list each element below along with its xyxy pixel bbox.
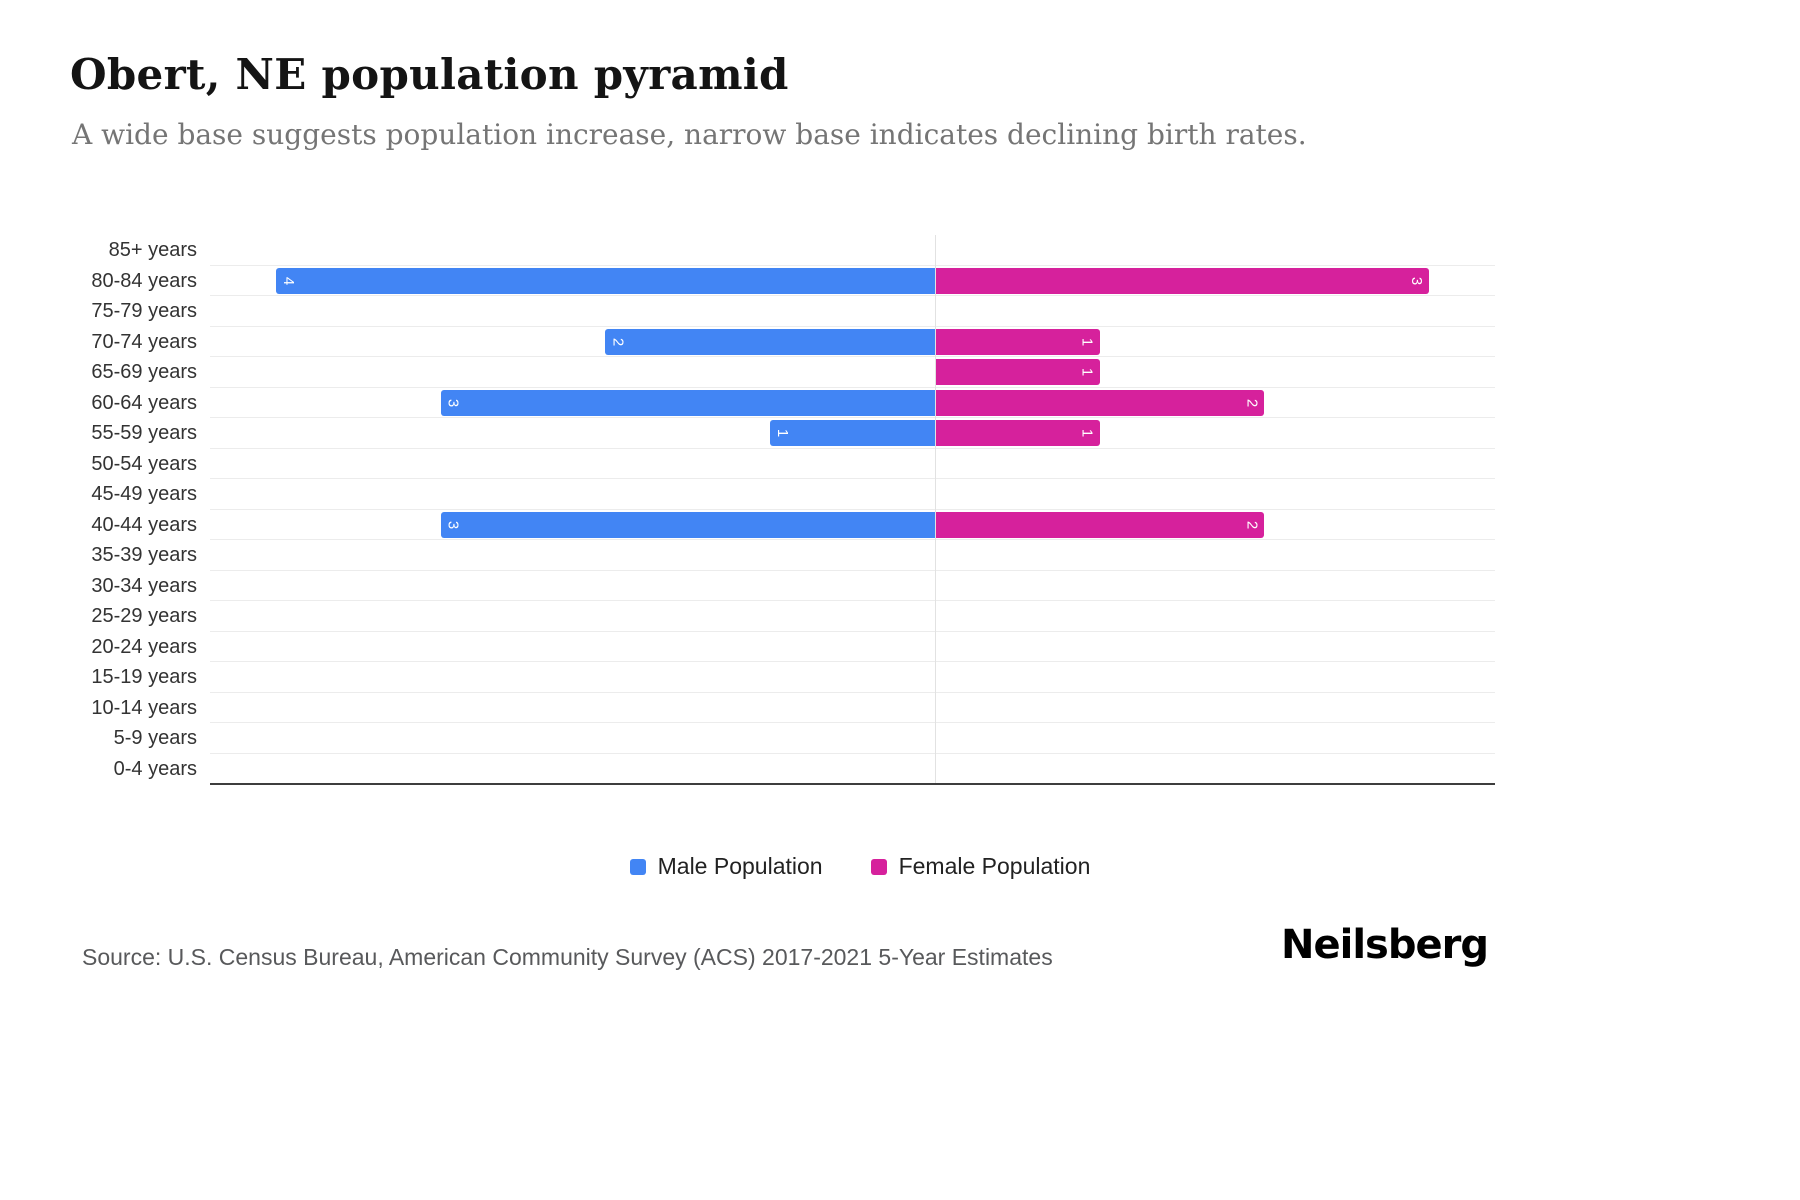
chart-row: 70-74 years 2 1 <box>70 327 1495 357</box>
chart-row: 60-64 years 3 2 <box>70 388 1495 418</box>
row-plot <box>210 754 1495 784</box>
bar-value-label: 3 <box>1408 276 1426 285</box>
y-axis-label: 55-59 years <box>91 422 197 444</box>
row-plot <box>210 540 1495 571</box>
y-axis-label: 15-19 years <box>91 666 197 688</box>
chart-row: 80-84 years 4 3 <box>70 266 1495 296</box>
male-population-bar[interactable]: 3 <box>440 511 935 538</box>
chart-row: 50-54 years <box>70 449 1495 479</box>
female-population-bar[interactable]: 1 <box>934 328 1100 355</box>
row-plot <box>210 571 1495 601</box>
row-plot <box>210 662 1495 693</box>
brand-logo: Neilsberg <box>1281 922 1489 968</box>
female-population-bar[interactable]: 2 <box>934 511 1265 538</box>
y-axis-label: 25-29 years <box>91 605 197 627</box>
female-population-bar[interactable]: 1 <box>934 420 1100 446</box>
y-axis-label: 0-4 years <box>113 757 197 780</box>
bar-value-label: 3 <box>444 398 462 407</box>
male-population-bar[interactable]: 2 <box>605 328 935 355</box>
chart-row: 5-9 years <box>70 723 1495 754</box>
y-axis-label: 40-44 years <box>91 513 197 536</box>
page-title: Obert, NE population pyramid <box>70 50 789 99</box>
chart-row: 75-79 years <box>70 296 1495 327</box>
female-series-swatch-icon <box>870 858 887 875</box>
bar-value-label: 1 <box>1078 367 1096 377</box>
row-plot <box>210 449 1495 479</box>
male-population-bar[interactable]: 1 <box>770 420 935 446</box>
row-plot <box>210 601 1495 632</box>
legend-item-female[interactable]: Female Population <box>870 853 1091 880</box>
male-legend-label: Male Population <box>657 853 823 879</box>
bar-value-label: 2 <box>1243 520 1261 529</box>
chart-row: 25-29 years <box>70 601 1495 632</box>
page-subtitle: A wide base suggests population increase… <box>72 118 1307 151</box>
female-population-bar[interactable]: 1 <box>934 359 1100 385</box>
y-axis-label: 45-49 years <box>91 483 197 505</box>
source-attribution: Source: U.S. Census Bureau, American Com… <box>82 944 1053 970</box>
bar-value-label: 4 <box>279 276 297 285</box>
chart-row: 30-34 years <box>70 571 1495 601</box>
chart-row: 55-59 years 1 1 <box>70 418 1495 449</box>
chart-row: 45-49 years <box>70 479 1495 510</box>
bar-value-label: 1 <box>1078 337 1096 346</box>
row-plot: 1 <box>210 357 1495 388</box>
y-axis-label: 35-39 years <box>91 544 197 566</box>
male-population-bar[interactable]: 4 <box>275 267 935 294</box>
y-axis-label: 75-79 years <box>91 300 197 322</box>
chart-row: 65-69 years 1 <box>70 357 1495 388</box>
bar-value-label: 1 <box>1078 428 1096 438</box>
chart-row: 20-24 years <box>70 632 1495 662</box>
row-plot <box>210 693 1495 723</box>
row-plot <box>210 723 1495 754</box>
y-axis-label: 5-9 years <box>113 727 197 749</box>
legend-item-male[interactable]: Male Population <box>629 853 823 880</box>
y-axis-label: 60-64 years <box>91 391 197 414</box>
male-series-swatch-icon <box>629 858 646 875</box>
chart-row: 10-14 years <box>70 693 1495 723</box>
y-axis-label: 10-14 years <box>91 696 197 719</box>
row-plot <box>210 296 1495 327</box>
chart-row: 15-19 years <box>70 662 1495 693</box>
y-axis-label: 80-84 years <box>91 269 197 292</box>
female-legend-label: Female Population <box>898 853 1091 879</box>
row-plot <box>210 235 1495 266</box>
y-axis-label: 85+ years <box>108 239 197 261</box>
chart-row: 0-4 years <box>70 754 1495 784</box>
row-plot <box>210 479 1495 510</box>
male-population-bar[interactable]: 3 <box>440 389 935 416</box>
y-axis-label: 70-74 years <box>91 330 197 353</box>
population-pyramid-chart: 85+ years 80-84 years 4 3 75-79 years 70-74 y… <box>70 235 1495 785</box>
bar-value-label: 2 <box>1243 398 1261 407</box>
y-axis-label: 30-34 years <box>91 574 197 597</box>
y-axis-label: 65-69 years <box>91 361 197 383</box>
bar-value-label: 3 <box>444 520 462 529</box>
y-axis-label: 20-24 years <box>91 635 197 658</box>
chart-row: 35-39 years <box>70 540 1495 571</box>
row-plot <box>210 632 1495 662</box>
y-axis-label: 50-54 years <box>91 452 197 475</box>
bar-value-label: 2 <box>609 337 627 346</box>
bar-value-label: 1 <box>774 428 792 438</box>
female-population-bar[interactable]: 3 <box>934 267 1430 294</box>
chart-row: 85+ years <box>70 235 1495 266</box>
chart-row: 40-44 years 3 2 <box>70 510 1495 540</box>
female-population-bar[interactable]: 2 <box>934 389 1265 416</box>
chart-legend: Male Population Female Population <box>0 853 1720 880</box>
